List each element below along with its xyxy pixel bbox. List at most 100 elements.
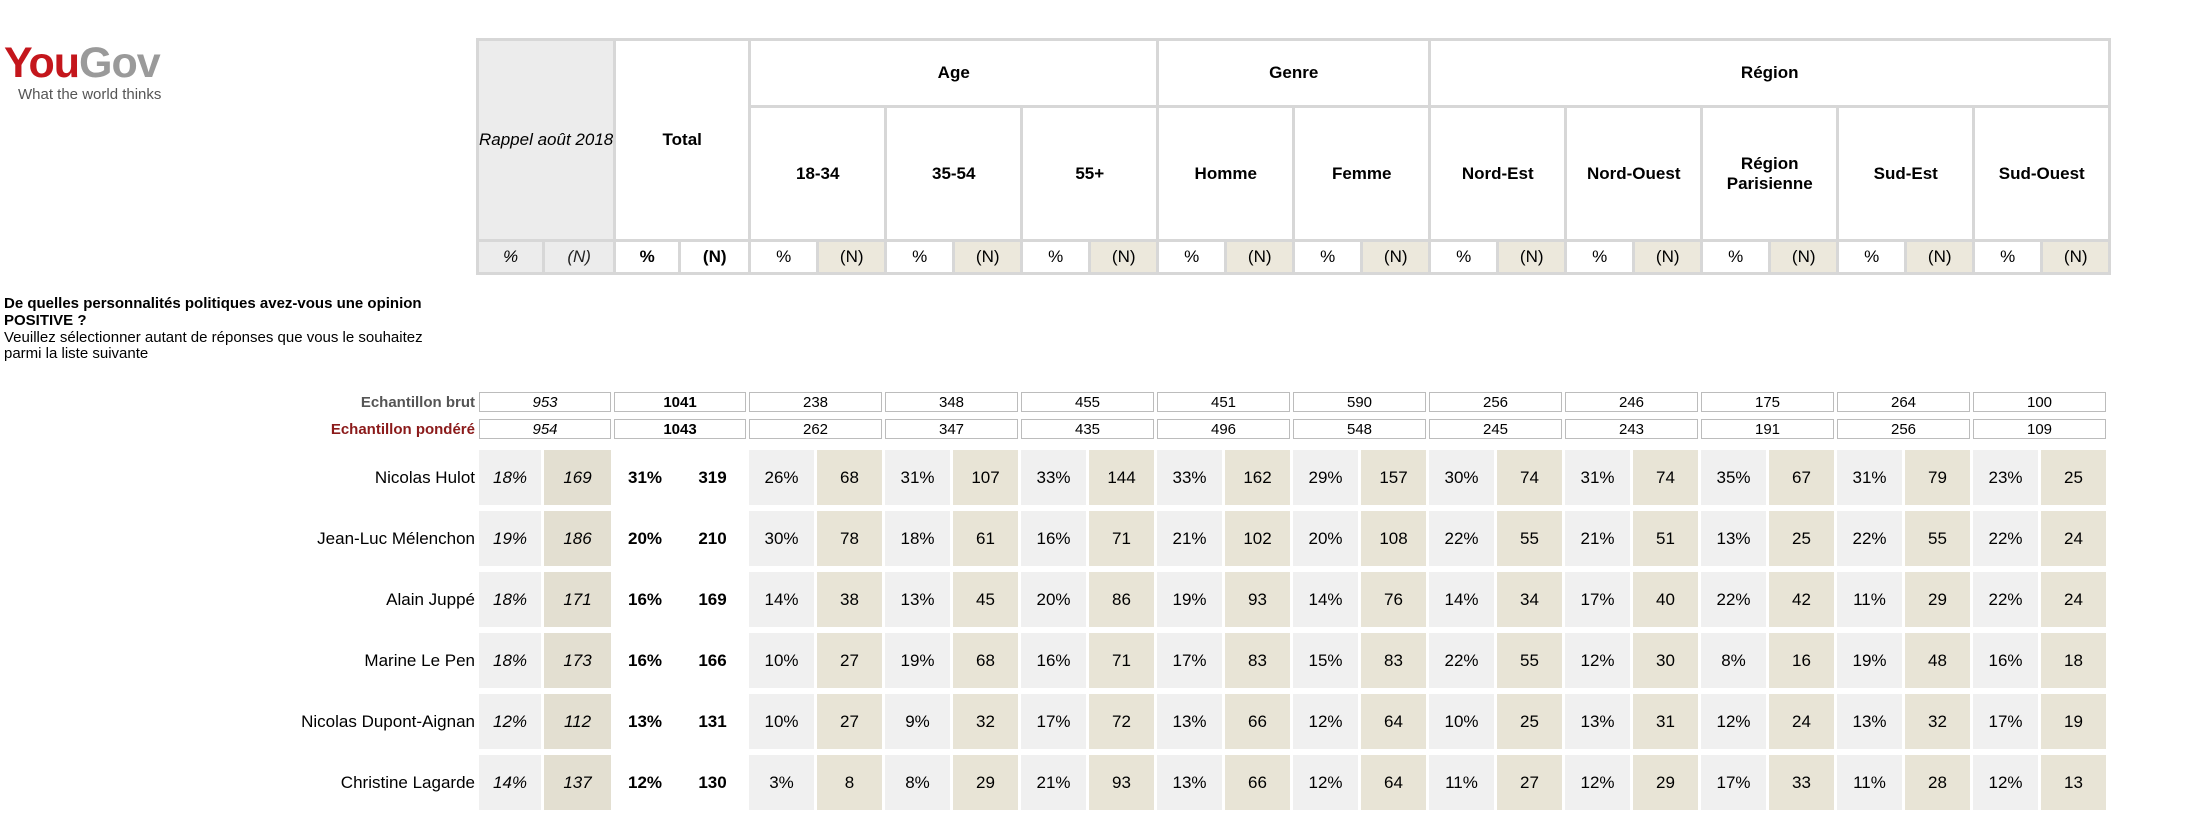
cell-count: 144 [1089,450,1154,505]
cell-count: 18 [2041,633,2106,688]
unit-pct: % [887,242,953,272]
cell-percent: 15% [1293,633,1358,688]
cell-percent: 14% [479,755,541,810]
cell-percent: 16% [1021,511,1086,566]
cell-count: 13 [2041,755,2106,810]
cell-count: 102 [1225,511,1290,566]
cell-percent: 18% [479,450,541,505]
cell-percent: 13% [1157,755,1222,810]
unit-n: (N) [1635,242,1701,272]
cell-count: 76 [1361,572,1426,627]
echantillon-brut-value: 256 [1429,392,1562,412]
cell-percent: 10% [749,694,814,749]
cell-count: 68 [817,450,882,505]
echantillon-brut-value: 100 [1973,392,2106,412]
cell-percent: 17% [1973,694,2038,749]
cell-percent: 10% [749,633,814,688]
cell-count: 28 [1905,755,1970,810]
unit-n: (N) [955,242,1021,272]
cell-percent: 11% [1837,755,1902,810]
cell-percent: 16% [1973,633,2038,688]
cell-count: 55 [1905,511,1970,566]
table-row: Nicolas Hulot 18% 169 31% 319 26% 68 31% 107 33% 1… [0,450,2200,505]
unit-pct: % [1295,242,1361,272]
cell-count: 74 [1633,450,1698,505]
cell-percent: 19% [479,511,541,566]
cell-count: 64 [1361,694,1426,749]
cell-count: 31 [1633,694,1698,749]
cell-count: 86 [1089,572,1154,627]
subgroup-header: Région Parisienne [1703,108,1837,239]
cell-percent: 12% [1565,755,1630,810]
total-header: Total [616,41,749,239]
unit-n: (N) [2043,242,2109,272]
cell-percent: 23% [1973,450,2038,505]
cell-percent: 11% [1837,572,1902,627]
cell-count: 45 [953,572,1018,627]
echantillon-brut-value: 953 [479,392,611,412]
cell-percent: 17% [1021,694,1086,749]
cell-count: 51 [1633,511,1698,566]
cell-percent: 13% [614,694,676,749]
cell-count: 93 [1225,572,1290,627]
unit-n: (N) [681,242,749,272]
echantillon-brut-value: 455 [1021,392,1154,412]
subgroup-header: Sud-Est [1839,108,1973,239]
cell-percent: 12% [479,694,541,749]
cell-percent: 35% [1701,450,1766,505]
cell-count: 71 [1089,633,1154,688]
table-row: Alain Juppé 18% 171 16% 169 14% 38 13% 45 20% 86 19… [0,572,2200,627]
echantillon-pondere-value: 347 [885,419,1018,439]
subgroup-header: Nord-Est [1431,108,1565,239]
echantillon-brut-value: 175 [1701,392,1834,412]
cell-count: 29 [1905,572,1970,627]
cell-count: 25 [1769,511,1834,566]
cell-count: 137 [544,755,611,810]
unit-pct: % [1567,242,1633,272]
cell-count: 34 [1497,572,1562,627]
echantillon-pondere-value: 262 [749,419,882,439]
cell-count: 169 [544,450,611,505]
cell-count: 169 [679,572,746,627]
cell-percent: 12% [1701,694,1766,749]
cell-count: 19 [2041,694,2106,749]
table-row: Jean-Luc Mélenchon 19% 186 20% 210 30% 78 18% 61… [0,511,2200,566]
cell-count: 64 [1361,755,1426,810]
cell-percent: 22% [1973,511,2038,566]
cell-count: 108 [1361,511,1426,566]
cell-percent: 14% [1293,572,1358,627]
echantillon-pondere-value: 256 [1837,419,1970,439]
cell-count: 24 [2041,572,2106,627]
cell-count: 79 [1905,450,1970,505]
unit-pct: % [1703,242,1769,272]
unit-pct: % [1159,242,1225,272]
cell-percent: 33% [1157,450,1222,505]
cell-percent: 14% [1429,572,1494,627]
subgroup-header: 18-34 [751,108,885,239]
logo-you: You [4,39,80,87]
cell-count: 38 [817,572,882,627]
row-label: Nicolas Hulot [374,468,475,487]
echantillon-brut-row: Echantillon brut 953 1041 238 348 455 451 590 25… [0,392,2200,414]
cell-percent: 8% [885,755,950,810]
cell-percent: 18% [479,633,541,688]
cell-count: 32 [1905,694,1970,749]
echantillon-pondere-value: 954 [479,419,611,439]
cell-percent: 13% [1157,694,1222,749]
echantillon-brut-value: 1041 [614,392,746,412]
table-row: Christine Lagarde 14% 137 12% 130 3% 8 8% 29 21% 9… [0,755,2200,810]
rappel-header: Rappel août 2018 [479,41,614,239]
cell-count: 186 [544,511,611,566]
question-instruction: Veuillez sélectionner autant de réponses… [4,328,423,363]
cell-count: 72 [1089,694,1154,749]
unit-pct: % [1839,242,1905,272]
cell-percent: 8% [1701,633,1766,688]
cell-count: 166 [679,633,746,688]
cell-percent: 31% [1565,450,1630,505]
cell-percent: 12% [614,755,676,810]
echantillon-pondere-value: 191 [1701,419,1834,439]
cell-count: 40 [1633,572,1698,627]
cell-percent: 17% [1157,633,1222,688]
unit-n: (N) [1227,242,1293,272]
cell-percent: 31% [885,450,950,505]
